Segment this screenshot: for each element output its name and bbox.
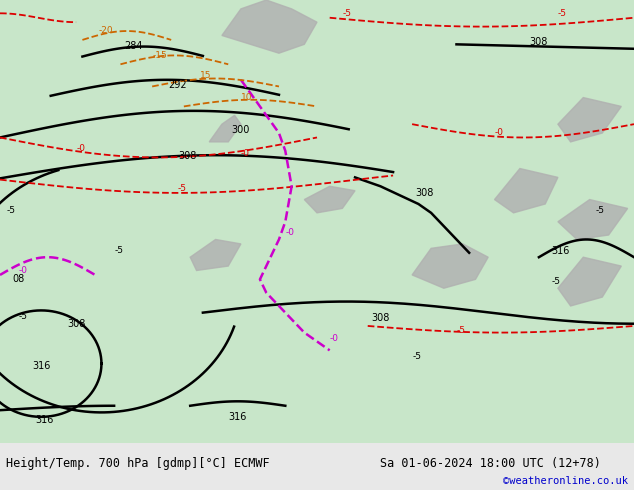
Polygon shape — [558, 199, 628, 240]
Text: 316: 316 — [36, 415, 53, 425]
Text: -5: -5 — [558, 8, 567, 18]
Polygon shape — [209, 115, 241, 142]
Polygon shape — [304, 186, 355, 213]
Text: 15: 15 — [200, 71, 211, 79]
Text: -5: -5 — [412, 352, 421, 361]
Polygon shape — [190, 240, 241, 270]
Text: 308: 308 — [372, 313, 389, 322]
Text: -0: -0 — [495, 128, 503, 137]
Polygon shape — [558, 98, 621, 142]
Text: 292: 292 — [168, 80, 187, 91]
Text: -5: -5 — [6, 206, 15, 215]
Polygon shape — [222, 0, 317, 53]
Text: 10: 10 — [241, 93, 252, 102]
Text: -5: -5 — [342, 8, 351, 18]
Text: Sa 01-06-2024 18:00 UTC (12+78): Sa 01-06-2024 18:00 UTC (12+78) — [380, 457, 601, 469]
Text: 316: 316 — [552, 245, 570, 256]
Text: 308: 308 — [530, 37, 548, 47]
Text: -0: -0 — [330, 335, 339, 343]
Polygon shape — [0, 0, 634, 443]
Polygon shape — [495, 169, 558, 213]
Text: -0: -0 — [241, 149, 250, 158]
Text: 308: 308 — [178, 150, 196, 161]
Polygon shape — [412, 244, 488, 288]
Text: -15: -15 — [152, 50, 167, 60]
Text: 316: 316 — [32, 361, 50, 371]
Text: 308: 308 — [416, 188, 434, 198]
Text: -5: -5 — [552, 277, 560, 286]
Text: -0: -0 — [76, 144, 85, 153]
Text: 300: 300 — [232, 125, 250, 135]
Text: 316: 316 — [229, 412, 247, 421]
Text: Height/Temp. 700 hPa [gdmp][°C] ECMWF: Height/Temp. 700 hPa [gdmp][°C] ECMWF — [6, 457, 270, 469]
Text: 08: 08 — [13, 274, 25, 284]
Polygon shape — [558, 257, 621, 306]
Text: -5: -5 — [456, 325, 465, 335]
Text: -5: -5 — [596, 206, 605, 215]
Text: -0: -0 — [285, 228, 294, 237]
Text: -5: -5 — [178, 184, 186, 193]
Text: 308: 308 — [67, 318, 85, 329]
Text: -20: -20 — [98, 26, 113, 35]
Text: 284: 284 — [124, 41, 143, 50]
Text: ©weatheronline.co.uk: ©weatheronline.co.uk — [503, 476, 628, 486]
Text: -0: -0 — [19, 266, 28, 275]
Text: -5: -5 — [19, 312, 28, 321]
Text: -5: -5 — [114, 246, 123, 255]
